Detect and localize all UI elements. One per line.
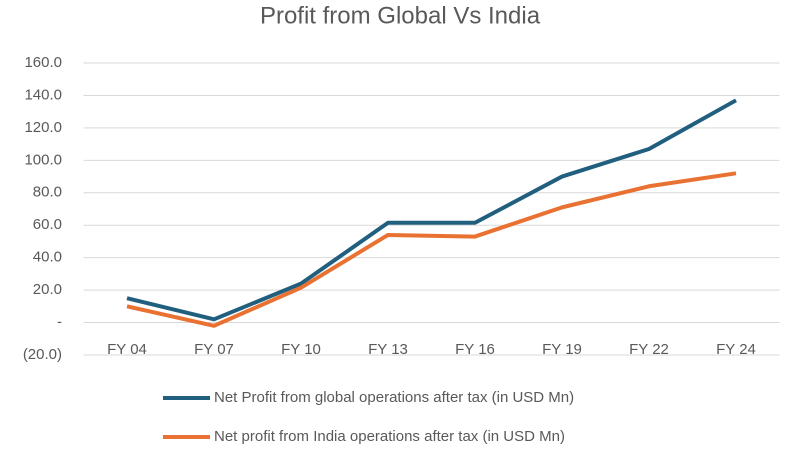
y-tick-label: 100.0 [24, 151, 62, 168]
y-tick-label: - [57, 314, 62, 331]
x-tick-label: FY 10 [281, 341, 321, 358]
y-tick-label: 60.0 [33, 216, 62, 233]
series-line [126, 98, 737, 322]
legend-label: Net profit from India operations after t… [214, 428, 565, 445]
x-tick-label: FY 24 [716, 341, 756, 358]
y-tick-label: 160.0 [24, 54, 62, 71]
x-tick-label: FY 07 [194, 341, 234, 358]
y-tick-label: (20.0) [23, 346, 62, 363]
x-tick-label: FY 19 [542, 341, 582, 358]
legend-label: Net Profit from global operations after … [214, 389, 574, 406]
x-tick-label: FY 13 [368, 341, 408, 358]
y-tick-label: 40.0 [33, 249, 62, 266]
x-tick-label: FY 16 [455, 341, 495, 358]
x-tick-label: FY 22 [629, 341, 669, 358]
y-tick-label: 20.0 [33, 281, 62, 298]
chart-title: Profit from Global Vs India [260, 2, 541, 29]
y-tick-label: 80.0 [33, 184, 62, 201]
y-tick-label: 120.0 [24, 119, 62, 136]
x-tick-label: FY 04 [107, 341, 147, 358]
series-line [126, 171, 737, 328]
y-tick-label: 140.0 [24, 86, 62, 103]
